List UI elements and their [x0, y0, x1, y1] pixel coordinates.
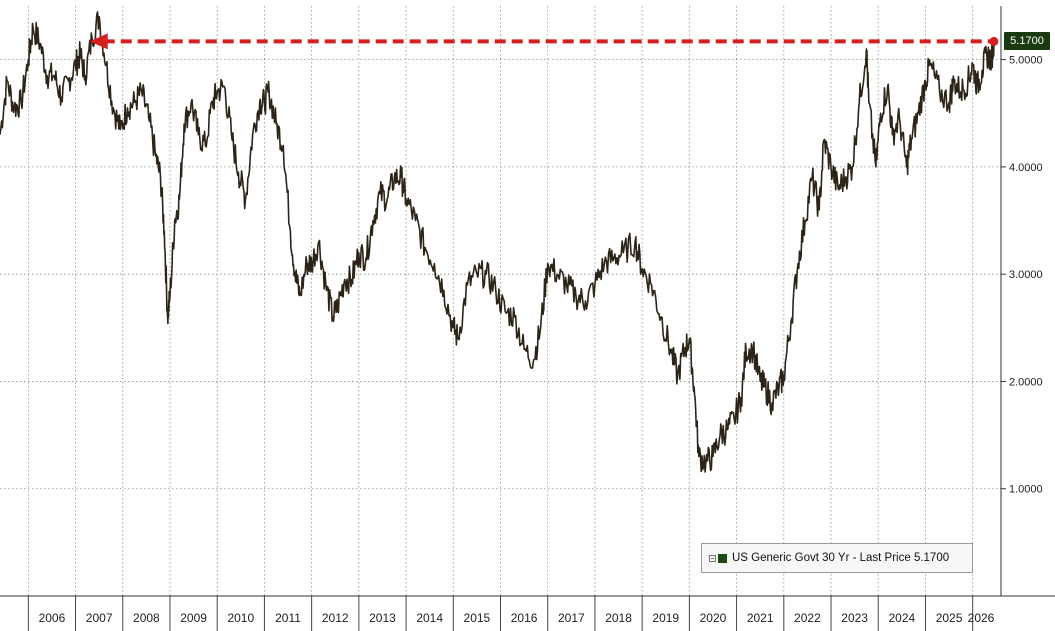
- x-tick-label: 2016: [511, 611, 538, 625]
- collapse-box-icon[interactable]: [709, 554, 716, 562]
- x-tick-label: 2023: [841, 611, 868, 625]
- x-tick-label: 2007: [86, 611, 113, 625]
- last-price-tag-text: 5.1700: [1010, 35, 1044, 48]
- reference-arrowhead: [89, 33, 108, 50]
- grid-lines: [0, 6, 1001, 596]
- y-tick-label: 2.0000: [1009, 376, 1043, 388]
- reference-arrow-layer: [89, 33, 999, 50]
- x-tick-label: 2014: [416, 611, 443, 625]
- x-tick-label: 2009: [180, 611, 207, 625]
- x-tick-label: 2013: [369, 611, 396, 625]
- legend: US Generic Govt 30 Yr - Last Price 5.170…: [701, 543, 973, 573]
- x-tick-label: 2025: [936, 611, 963, 625]
- axis-layer: 1.0000 2.0000 3.0000 4.0000 5.0000 2006 2007 20…: [0, 6, 1055, 631]
- x-tick-label: 2010: [227, 611, 254, 625]
- x-tick-label: 2015: [464, 611, 491, 625]
- x-tick-label: 2022: [794, 611, 821, 625]
- y-tick-label: 5.0000: [1009, 55, 1043, 67]
- x-tick-label: 2018: [605, 611, 632, 625]
- legend-swatch: [718, 553, 727, 563]
- x-tick-label: 2021: [747, 611, 774, 625]
- x-tick-label: 2006: [39, 611, 66, 625]
- x-tick-label: 2008: [133, 611, 160, 625]
- series-line: [0, 11, 995, 473]
- x-tick-label: 2020: [700, 611, 727, 625]
- x-tick-label: 2017: [558, 611, 585, 625]
- x-tick-label: 2012: [322, 611, 349, 625]
- last-price-tag: 5.1700: [1004, 32, 1050, 51]
- x-tick-label: 2019: [652, 611, 679, 625]
- y-tick-label: 1.0000: [1009, 484, 1043, 496]
- legend-label: US Generic Govt 30 Yr - Last Price 5.170…: [732, 552, 950, 564]
- last-price-dot: [989, 36, 999, 46]
- x-tick-label: 2011: [275, 611, 301, 625]
- y-tick-label: 3.0000: [1009, 269, 1043, 281]
- x-tick-label: 2024: [888, 611, 915, 625]
- x-tick-label: 2026: [968, 611, 995, 625]
- y-tick-label: 4.0000: [1009, 162, 1043, 174]
- series-layer: [0, 11, 995, 473]
